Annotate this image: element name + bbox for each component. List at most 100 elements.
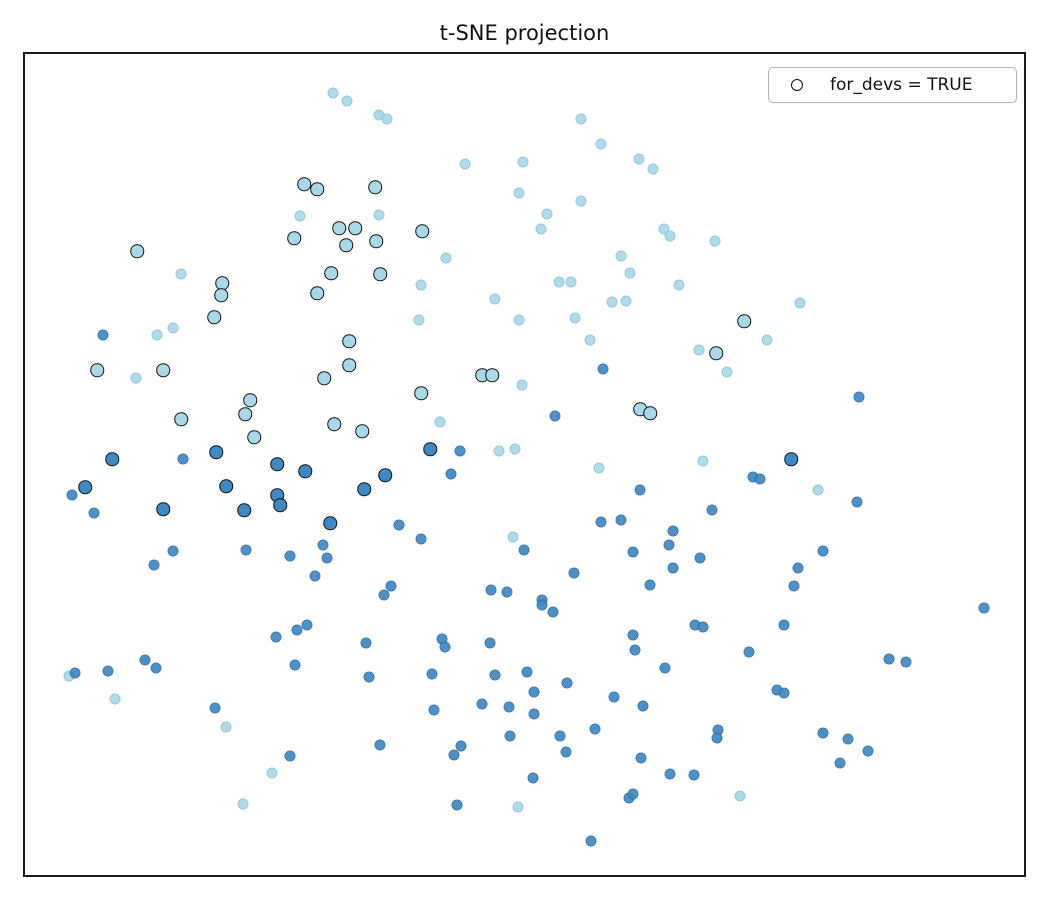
scatter-point-points-light bbox=[697, 455, 709, 467]
scatter-point-points-dark bbox=[385, 580, 397, 592]
scatter-point-points-light bbox=[658, 223, 670, 235]
scatter-point-points-dark-for-devs bbox=[237, 503, 251, 517]
scatter-point-points-dark bbox=[862, 745, 874, 757]
scatter-point-points-dark bbox=[521, 666, 533, 678]
scatter-point-points-dark-for-devs bbox=[423, 442, 437, 456]
scatter-point-points-dark bbox=[754, 473, 766, 485]
scatter-point-points-light-for-devs bbox=[355, 424, 369, 438]
scatter-point-points-dark bbox=[177, 453, 189, 465]
scatter-point-points-light-for-devs bbox=[324, 266, 338, 280]
scatter-point-points-dark bbox=[788, 580, 800, 592]
scatter-point-points-dark bbox=[88, 507, 100, 519]
scatter-point-points-light-for-devs bbox=[310, 182, 324, 196]
scatter-point-points-light-for-devs bbox=[737, 314, 751, 328]
scatter-point-points-light bbox=[509, 443, 521, 455]
scatter-point-points-light bbox=[647, 163, 659, 175]
scatter-point-points-light bbox=[553, 276, 565, 288]
scatter-point-points-dark bbox=[448, 749, 460, 761]
scatter-point-points-dark bbox=[360, 637, 372, 649]
scatter-point-points-light bbox=[294, 210, 306, 222]
scatter-point-points-dark bbox=[309, 570, 321, 582]
scatter-point-points-light-for-devs bbox=[327, 417, 341, 431]
scatter-point-points-light-for-devs bbox=[287, 231, 301, 245]
scatter-point-points-light bbox=[513, 187, 525, 199]
scatter-point-points-light bbox=[721, 366, 733, 378]
scatter-point-points-dark bbox=[554, 730, 566, 742]
scatter-point-points-dark bbox=[454, 445, 466, 457]
scatter-point-points-dark bbox=[608, 691, 620, 703]
scatter-point-points-dark bbox=[637, 700, 649, 712]
scatter-point-points-light bbox=[565, 276, 577, 288]
scatter-point-points-dark bbox=[627, 546, 639, 558]
scatter-point-points-light-for-devs bbox=[243, 393, 257, 407]
scatter-point-points-light-for-devs bbox=[348, 221, 362, 235]
scatter-point-points-dark bbox=[694, 552, 706, 564]
scatter-point-points-dark bbox=[240, 544, 252, 556]
scatter-point-points-light bbox=[734, 790, 746, 802]
scatter-point-points-light bbox=[584, 334, 596, 346]
scatter-point-points-dark bbox=[560, 746, 572, 758]
scatter-point-points-light bbox=[673, 279, 685, 291]
scatter-point-points-dark bbox=[150, 662, 162, 674]
scatter-point-points-light bbox=[664, 230, 676, 242]
scatter-point-points-dark bbox=[374, 739, 386, 751]
legend-label: for_devs = TRUE bbox=[830, 75, 973, 95]
scatter-point-points-light-for-devs bbox=[709, 346, 723, 360]
scatter-point-points-dark bbox=[426, 668, 438, 680]
scatter-point-points-dark bbox=[834, 757, 846, 769]
scatter-point-points-dark bbox=[778, 687, 790, 699]
scatter-point-points-dark bbox=[711, 732, 723, 744]
scatter-point-points-light-for-devs bbox=[342, 334, 356, 348]
scatter-point-points-dark bbox=[627, 788, 639, 800]
scatter-point-points-light bbox=[512, 801, 524, 813]
scatter-point-points-light-for-devs bbox=[317, 371, 331, 385]
scatter-point-points-dark bbox=[527, 772, 539, 784]
scatter-point-points-dark bbox=[778, 619, 790, 631]
scatter-point-points-light-for-devs bbox=[130, 244, 144, 258]
scatter-point-points-light-for-devs bbox=[247, 430, 261, 444]
scatter-point-points-dark bbox=[301, 619, 313, 631]
scatter-point-points-light bbox=[624, 267, 636, 279]
scatter-point-points-dark bbox=[97, 329, 109, 341]
scatter-point-points-light-for-devs bbox=[214, 288, 228, 302]
scatter-point-points-dark bbox=[378, 589, 390, 601]
scatter-point-points-dark bbox=[706, 504, 718, 516]
scatter-point-points-light bbox=[794, 297, 806, 309]
scatter-point-points-light-for-devs bbox=[297, 177, 311, 191]
scatter-point-points-light bbox=[415, 279, 427, 291]
scatter-point-points-light bbox=[615, 250, 627, 262]
scatter-point-points-dark bbox=[663, 539, 675, 551]
scatter-point-points-dark bbox=[270, 631, 282, 643]
scatter-point-points-dark bbox=[518, 544, 530, 556]
scatter-point-points-light bbox=[459, 158, 471, 170]
scatter-point-points-dark bbox=[568, 567, 580, 579]
plot-area: for_devs = TRUE bbox=[23, 52, 1026, 877]
scatter-point-points-light bbox=[341, 95, 353, 107]
scatter-point-points-light bbox=[266, 767, 278, 779]
scatter-point-points-light bbox=[381, 113, 393, 125]
scatter-point-points-light bbox=[541, 208, 553, 220]
scatter-point-points-dark-for-devs bbox=[323, 516, 337, 530]
scatter-point-points-dark bbox=[528, 686, 540, 698]
scatter-point-points-light bbox=[593, 462, 605, 474]
scatter-point-points-dark bbox=[445, 468, 457, 480]
scatter-point-points-light-for-devs bbox=[373, 267, 387, 281]
legend: for_devs = TRUE bbox=[768, 67, 1017, 103]
scatter-point-points-dark bbox=[321, 552, 333, 564]
scatter-point-points-dark bbox=[561, 677, 573, 689]
scatter-point-points-dark bbox=[439, 641, 451, 653]
scatter-point-points-light bbox=[595, 138, 607, 150]
scatter-point-points-dark bbox=[102, 665, 114, 677]
scatter-point-points-light-for-devs bbox=[238, 407, 252, 421]
scatter-point-points-light-for-devs bbox=[415, 224, 429, 238]
scatter-point-points-dark bbox=[851, 496, 863, 508]
scatter-point-points-light bbox=[513, 314, 525, 326]
scatter-point-points-dark bbox=[503, 701, 515, 713]
scatter-point-points-dark bbox=[635, 752, 647, 764]
scatter-point-points-dark bbox=[415, 533, 427, 545]
scatter-point-points-dark bbox=[688, 769, 700, 781]
scatter-point-points-dark bbox=[664, 768, 676, 780]
scatter-point-points-dark-for-devs bbox=[78, 480, 92, 494]
scatter-point-points-dark bbox=[284, 550, 296, 562]
